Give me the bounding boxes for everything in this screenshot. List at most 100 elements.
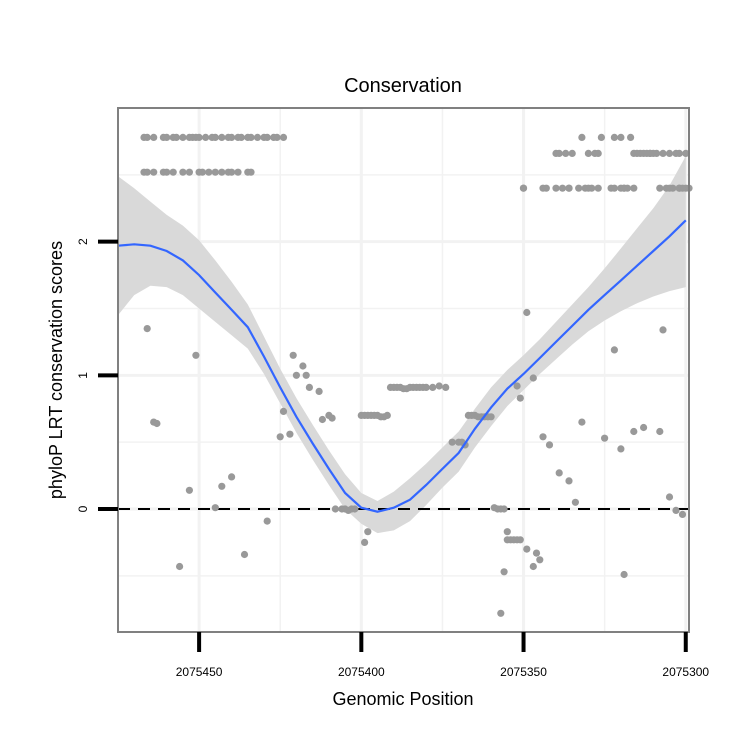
- data-point: [665, 149, 674, 157]
- chart-title: Conservation: [344, 75, 462, 97]
- data-point: [253, 133, 262, 141]
- data-point: [529, 562, 537, 571]
- data-point: [364, 528, 372, 536]
- data-point: [292, 371, 300, 379]
- panel-border: [117, 107, 690, 633]
- y-axis-label: phyloP LRT conservation scores: [46, 241, 66, 499]
- data-point: [273, 133, 281, 141]
- data-point: [228, 473, 236, 481]
- data-point: [656, 427, 664, 436]
- data-point: [211, 504, 219, 512]
- data-point: [448, 438, 456, 446]
- data-point: [678, 184, 687, 192]
- data-point: [279, 133, 288, 141]
- data-point: [247, 133, 255, 141]
- data-point: [682, 149, 690, 157]
- data-point: [523, 545, 531, 553]
- data-point: [279, 407, 288, 415]
- data-point: [240, 550, 249, 559]
- data-point: [150, 133, 158, 141]
- data-point: [630, 184, 638, 192]
- data-point: [656, 184, 664, 192]
- data-point: [195, 133, 203, 141]
- data-point: [575, 184, 583, 192]
- data-point: [562, 149, 570, 157]
- data-point: [620, 570, 628, 579]
- data-point: [630, 427, 638, 436]
- y-axis-ticks: 0 1 2: [76, 238, 118, 512]
- data-point: [558, 184, 567, 192]
- data-point: [163, 133, 171, 141]
- data-point: [302, 371, 310, 379]
- data-point: [665, 493, 674, 501]
- data-point: [169, 168, 177, 176]
- data-point: [627, 133, 635, 141]
- data-point: [523, 308, 531, 317]
- data-point: [218, 482, 226, 490]
- data-point: [331, 505, 339, 513]
- data-point: [529, 374, 537, 382]
- data-point: [237, 133, 245, 141]
- data-point: [568, 149, 576, 157]
- data-point: [578, 418, 586, 426]
- data-point: [678, 510, 687, 518]
- data-point: [153, 419, 161, 428]
- data-point: [172, 133, 180, 141]
- data-point: [516, 394, 524, 402]
- data-point: [601, 434, 609, 442]
- x-tick-label: 2075300: [662, 665, 709, 679]
- smooth-curve: [117, 219, 687, 513]
- data-point: [571, 498, 580, 506]
- data-point: [539, 433, 547, 441]
- smooth-curve-group: [117, 219, 687, 513]
- x-tick-label: 2075400: [338, 665, 385, 679]
- data-point: [318, 415, 326, 424]
- data-point: [263, 517, 271, 525]
- x-tick-label: 2075350: [500, 665, 547, 679]
- data-point: [542, 184, 550, 192]
- data-point: [305, 383, 313, 391]
- data-point: [228, 168, 236, 176]
- data-point: [289, 351, 297, 359]
- data-point: [176, 562, 184, 571]
- data-point: [597, 133, 606, 141]
- data-point: [315, 387, 323, 395]
- data-point: [617, 133, 625, 141]
- data-point: [198, 168, 206, 176]
- data-point: [649, 149, 657, 157]
- data-point: [299, 362, 307, 370]
- data-point: [228, 133, 236, 141]
- data-point: [675, 149, 683, 157]
- data-point: [361, 538, 369, 547]
- data-point: [516, 536, 524, 544]
- data-point: [503, 528, 511, 536]
- data-point: [192, 351, 200, 359]
- data-point: [659, 149, 667, 157]
- data-point: [185, 486, 193, 494]
- data-point: [623, 184, 632, 192]
- data-point: [513, 382, 521, 390]
- data-point: [578, 133, 586, 141]
- data-point: [185, 168, 193, 176]
- data-point: [552, 184, 560, 192]
- data-point: [429, 383, 437, 391]
- data-point: [584, 184, 593, 192]
- x-axis-label: Genomic Position: [332, 689, 473, 709]
- data-point: [276, 433, 284, 441]
- data-point: [659, 326, 667, 334]
- data-points: [140, 133, 693, 617]
- data-point: [565, 477, 573, 485]
- data-point: [500, 568, 508, 576]
- data-point: [163, 168, 171, 176]
- data-point: [218, 133, 226, 141]
- data-point: [532, 549, 541, 557]
- panel-background: [118, 108, 689, 632]
- x-tick-label: 2075450: [176, 665, 223, 679]
- data-point: [565, 184, 573, 192]
- data-point: [179, 168, 187, 176]
- data-point: [545, 441, 554, 449]
- data-point: [211, 168, 219, 176]
- data-point: [617, 445, 625, 453]
- data-point: [519, 184, 528, 192]
